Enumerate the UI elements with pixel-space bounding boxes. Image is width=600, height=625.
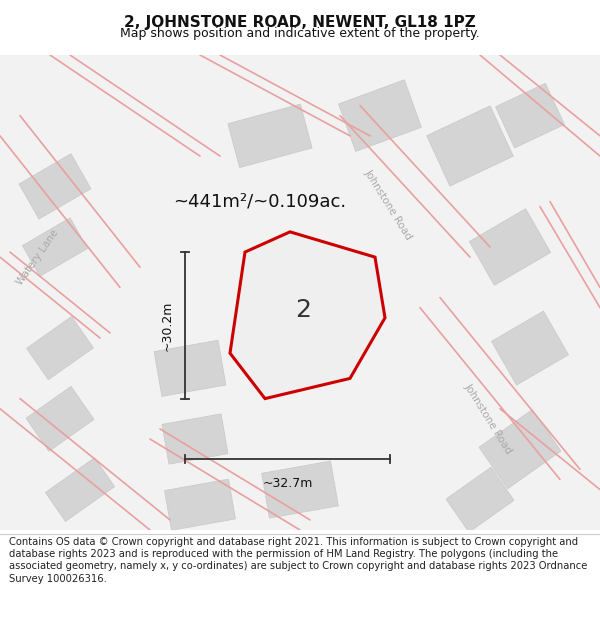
Bar (491, 311, 568, 385)
Text: 2, JOHNSTONE ROAD, NEWENT, GL18 1PZ: 2, JOHNSTONE ROAD, NEWENT, GL18 1PZ (124, 16, 476, 31)
Text: ~441m²/~0.109ac.: ~441m²/~0.109ac. (173, 192, 347, 211)
Bar (26, 386, 94, 451)
Bar (22, 217, 88, 276)
Text: ~30.2m: ~30.2m (161, 300, 173, 351)
Bar (262, 461, 338, 518)
Bar (338, 80, 421, 151)
Polygon shape (230, 232, 385, 399)
Bar (154, 340, 226, 396)
Text: Johnstone Road: Johnstone Road (362, 168, 413, 241)
Text: Johnstone Road: Johnstone Road (463, 382, 514, 456)
Bar (46, 458, 115, 521)
Bar (427, 106, 514, 186)
Bar (19, 154, 91, 219)
Text: ~32.7m: ~32.7m (262, 478, 313, 491)
Bar (162, 414, 228, 464)
Bar (496, 83, 565, 148)
Bar (164, 479, 235, 531)
Bar (228, 104, 312, 168)
Text: Map shows position and indicative extent of the property.: Map shows position and indicative extent… (120, 27, 480, 39)
Bar (446, 467, 514, 532)
Bar (469, 209, 551, 286)
Bar (26, 316, 94, 380)
Bar (479, 409, 561, 489)
Text: Watery Lane: Watery Lane (15, 228, 61, 287)
Text: 2: 2 (295, 298, 311, 322)
Text: Contains OS data © Crown copyright and database right 2021. This information is : Contains OS data © Crown copyright and d… (9, 537, 587, 584)
